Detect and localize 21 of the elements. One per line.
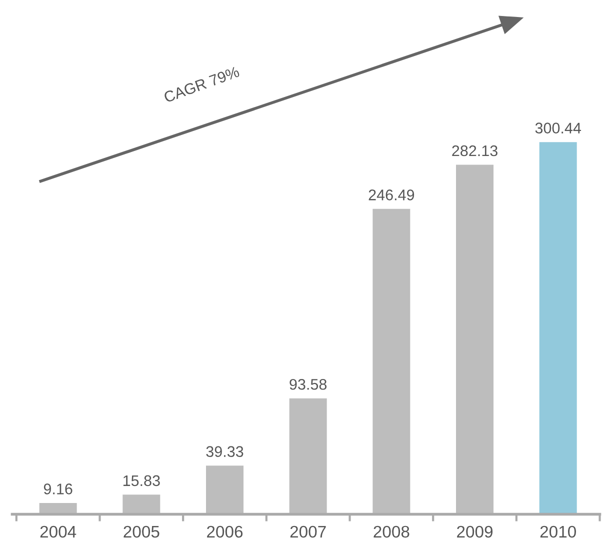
bar: [372, 208, 410, 514]
x-tick-label: 2009: [457, 526, 493, 538]
x-tick-label: 2006: [207, 526, 243, 538]
data-label: 39.33: [206, 446, 244, 457]
bar: [539, 142, 577, 514]
data-label: 9.16: [44, 484, 72, 494]
data-label: 15.83: [123, 475, 160, 486]
data-label: 282.13: [452, 145, 498, 156]
x-tick-label: 2005: [124, 526, 160, 538]
data-label: 300.44: [535, 122, 582, 134]
data-label: 93.58: [290, 378, 327, 390]
x-tick-label: 2008: [374, 526, 410, 538]
bar: [122, 494, 160, 514]
x-tick-label: 2004: [40, 526, 76, 538]
x-tick-label: 2010: [540, 526, 576, 538]
bar: [289, 398, 327, 514]
data-label: 246.49: [368, 190, 414, 200]
text: CAGR 79%: [163, 66, 240, 103]
x-tick-label: 2007: [290, 526, 326, 538]
bar: [206, 466, 244, 514]
bar: [456, 164, 494, 514]
